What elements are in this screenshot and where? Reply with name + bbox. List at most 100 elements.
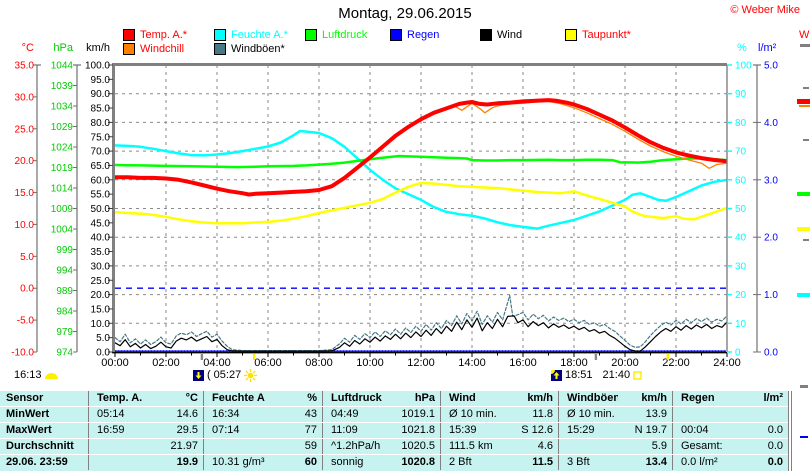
table-cell-value: 1019.1 — [401, 408, 435, 420]
pressure-axis-tick-label: 984 — [56, 307, 73, 318]
moonrise-sunset-group: 18:51 21:40 — [551, 368, 642, 382]
rain-axis-tick-label: 4.0 — [764, 118, 778, 129]
x-axis-label: 18:00 — [560, 357, 588, 369]
wind-axis-tick-label: 0.0 — [96, 348, 110, 359]
legend-item-luftdruck: Luftdruck — [305, 29, 367, 41]
wind-axis-tick-label: 50.0 — [91, 204, 111, 215]
table-cell-value: 1021.8 — [401, 424, 435, 436]
table-cell-value: 77 — [304, 424, 317, 436]
x-axis-label: 24:00 — [713, 357, 741, 369]
table-cell-value: 1020.8 — [401, 456, 435, 468]
edge-value-marker — [797, 293, 810, 297]
table-cell-value — [732, 407, 788, 422]
edge-value-marker — [800, 385, 808, 388]
moonset-icon — [193, 369, 204, 381]
humidity-axis-tick-label: 90 — [735, 89, 747, 100]
table-cell-value: 21.97 — [170, 440, 198, 452]
pressure-axis-tick-label: 989 — [56, 286, 73, 297]
wind-axis-tick-label: 60.0 — [91, 175, 111, 186]
moon-time-label: 16:13 — [14, 369, 42, 381]
table-col-unit: km/h — [527, 392, 553, 404]
legend-item-regen: Regen — [390, 29, 439, 41]
wind-axis-tick-label: 90.0 — [91, 89, 111, 100]
table-cell-value: 59 — [304, 440, 317, 452]
table-cell-time: 07:14 — [203, 423, 265, 438]
pressure-axis-tick-label: 974 — [56, 348, 73, 359]
sun-below-horizon-icon — [633, 370, 642, 380]
temp-axis-unit: °C — [22, 42, 34, 54]
copyright-label: © Weber Mike — [730, 4, 800, 16]
table-cell-time: 10.31 g/m³ — [203, 455, 265, 470]
pressure-axis-tick-label: 1034 — [51, 102, 74, 113]
wind-axis-tick-label: 5.0 — [96, 333, 110, 344]
x-axis-label: 22:00 — [662, 357, 690, 369]
table-col-unit: hPa — [414, 392, 435, 404]
table-col-header: Temp. A. — [88, 391, 150, 406]
pressure-axis-tick-label: 994 — [56, 266, 73, 277]
moon-event-tick — [200, 354, 204, 360]
legend-swatch-luftdruck — [305, 29, 317, 41]
legend-label-windboeen: Windböen* — [231, 43, 285, 55]
table-cell-value: 0.0 — [767, 424, 783, 436]
rain-axis-tick-label: 3.0 — [764, 175, 778, 186]
x-axis-label: 14:00 — [458, 357, 486, 369]
legend-item-temp: Temp. A.* — [123, 29, 187, 41]
table-row-label: MaxWert — [6, 424, 52, 436]
edge-value-marker — [800, 436, 808, 438]
table-cell-value: 11.8 — [532, 408, 553, 420]
table-cell-time — [558, 439, 618, 454]
table-cell-time: 0.0 l/m² — [672, 455, 732, 470]
legend-label-feuchte: Feuchte A.* — [231, 29, 288, 41]
sun-event-tick — [252, 354, 256, 360]
pressure-axis-tick-label: 999 — [56, 245, 73, 256]
legend-label-regen: Regen — [407, 29, 440, 41]
table-cell-time: 16:59 — [88, 423, 150, 438]
temp-axis-tick-label: 30.0 — [15, 92, 35, 103]
table-col-header: Windböen — [558, 391, 618, 406]
rain-axis-tick-label: 0.0 — [764, 348, 778, 359]
humidity-axis-tick-label: 100 — [735, 61, 752, 72]
wind-axis-tick-label: 80.0 — [91, 118, 111, 129]
table-cell-time — [88, 439, 150, 454]
x-axis-label: 12:00 — [407, 357, 435, 369]
table-cell-time: 16:34 — [203, 407, 265, 422]
humidity-axis-tick-label: 60 — [735, 175, 747, 186]
pressure-axis-tick-label: 1044 — [51, 61, 74, 72]
sunrise-time-label: 05:27 — [213, 369, 242, 381]
sunset-time-label: 21:40 — [602, 369, 631, 381]
humidity-axis-tick-label: 70 — [735, 147, 747, 158]
series-taupunkt — [115, 181, 727, 225]
table-cell-value: 4.6 — [537, 440, 553, 452]
humidity-axis-tick-label: 40 — [735, 233, 747, 244]
legend-swatch-windboeen — [214, 43, 226, 55]
series-feuchte-a- — [115, 129, 727, 230]
series-temp-a- — [115, 98, 727, 197]
table-cell-value: 1020.5 — [401, 440, 435, 452]
table-cell-time: 15:29 — [558, 423, 618, 438]
wind-axis-tick-label: 65.0 — [91, 161, 111, 172]
legend-swatch-taupunkt — [565, 29, 577, 41]
humidity-axis-tick-label: 10 — [735, 319, 747, 330]
table-cell-time: Ø 10 min. — [440, 407, 502, 422]
moon-time-group: 16:13 — [14, 368, 58, 382]
legend-item-feuchte: Feuchte A.* — [214, 29, 288, 41]
moonrise-icon — [551, 369, 562, 381]
table-row: 29.06. 23:59 19.9 10.31 g/m³ 60 sonnig 1020.8… — [0, 455, 788, 471]
wind-axis-unit: km/h — [86, 42, 110, 54]
edge-value-marker — [797, 99, 810, 104]
moon-bracket-glyph: ( — [207, 369, 211, 381]
x-axis-label: 06:00 — [254, 357, 282, 369]
wind-axis-tick-label: 15.0 — [91, 304, 111, 315]
table-col-unit: % — [307, 392, 317, 404]
table-col-unit: l/m² — [763, 392, 783, 404]
temp-axis-tick-label: 10.0 — [15, 220, 35, 231]
weather-chart: -10.0 -5.0 0.0 5.0 10.0 15.0 20.0 25.0 30.0 35.0 9… — [11, 42, 778, 369]
table-cell-time: Ø 10 min. — [558, 407, 618, 422]
legend-label-luftdruck: Luftdruck — [322, 29, 368, 41]
table-cell-time: 15:39 — [440, 423, 502, 438]
table-row: Durchschnitt 21.97 59 ^1.2hPa/h 1020.5 111.5 … — [0, 439, 788, 455]
table-cell-value: 0.0 — [767, 456, 783, 468]
legend-label-wind: Wind — [497, 29, 523, 41]
table-cell-value: 11.5 — [532, 456, 553, 468]
table-col-header: Wind — [440, 391, 502, 406]
